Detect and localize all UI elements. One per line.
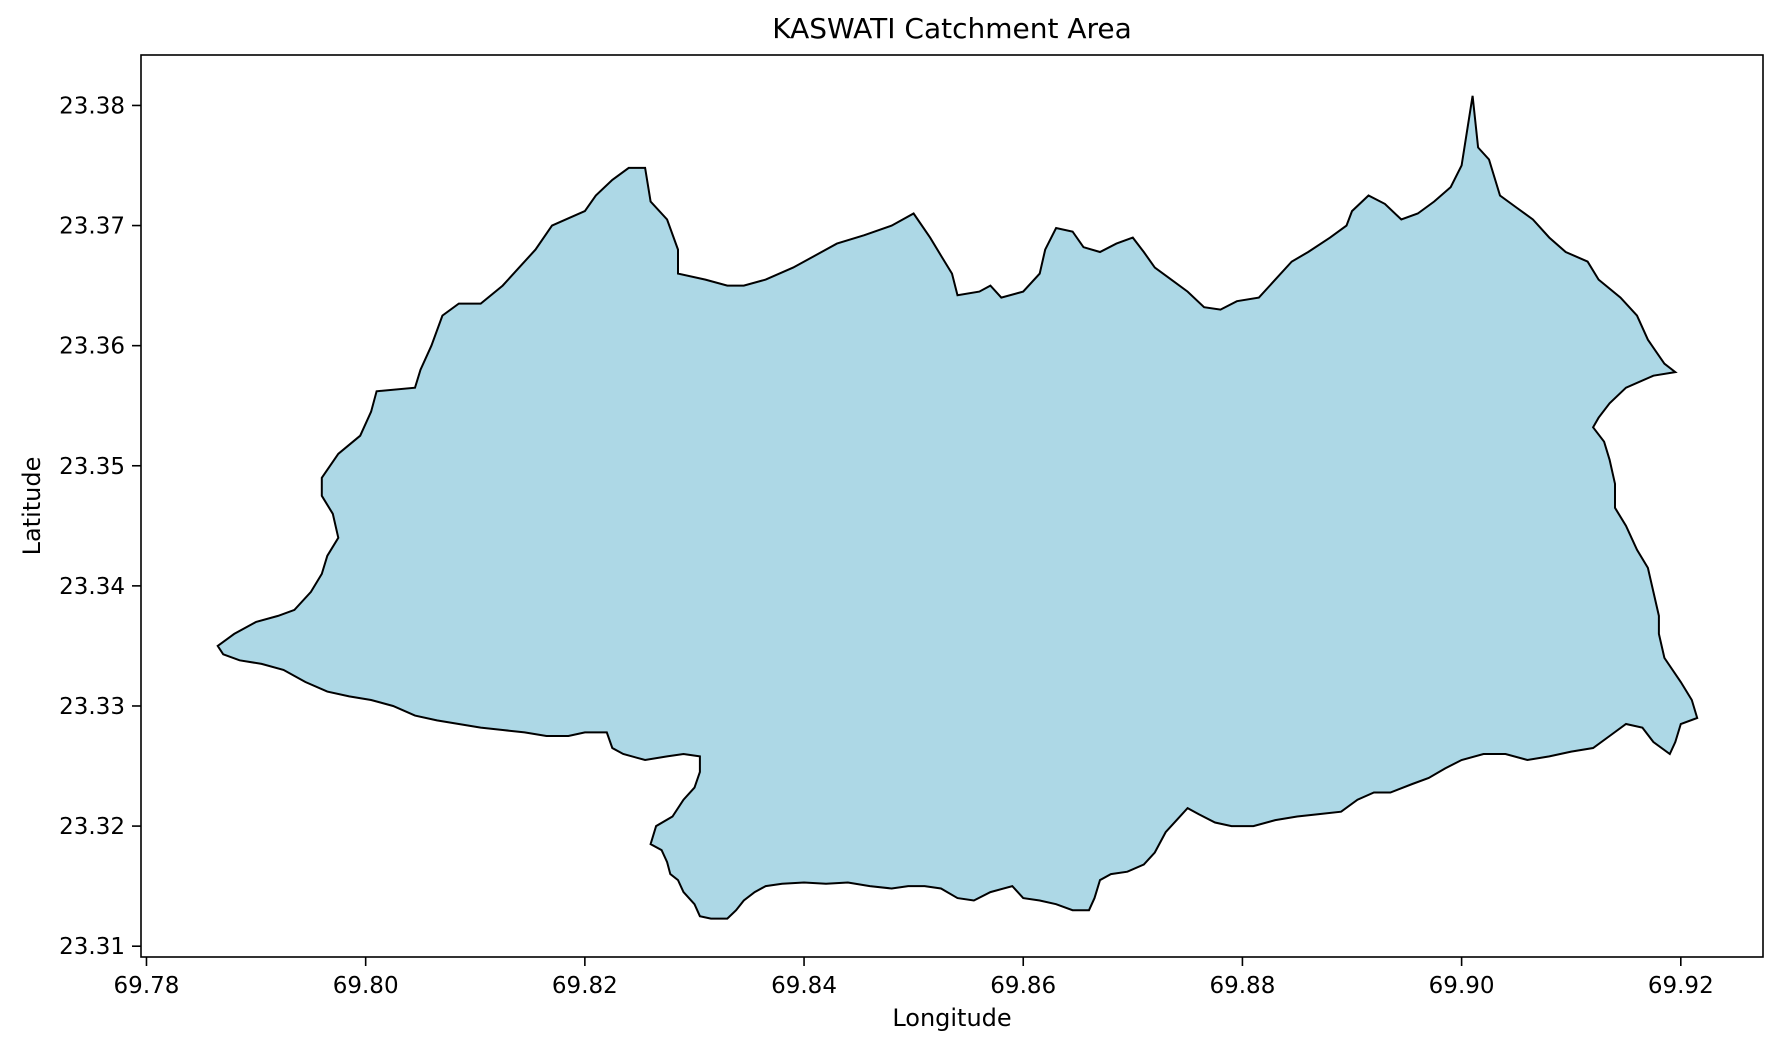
chart-title: KASWATI Catchment Area <box>772 12 1132 45</box>
x-tick-label: 69.88 <box>1209 973 1275 999</box>
x-tick-label: 69.86 <box>990 973 1056 999</box>
x-tick-label: 69.92 <box>1648 973 1714 999</box>
y-tick-label: 23.37 <box>59 214 125 240</box>
x-tick-label: 69.82 <box>552 973 618 999</box>
plot-area <box>140 54 1764 958</box>
x-tick-label: 69.78 <box>114 973 180 999</box>
x-tick-label: 69.80 <box>333 973 399 999</box>
y-axis-ticks: 23.31 23.32 23.33 23.34 23.35 23.36 23.37 23.38 <box>59 93 141 960</box>
y-tick-label: 23.34 <box>59 574 125 600</box>
y-tick-label: 23.35 <box>59 454 125 480</box>
x-axis-ticks: 69.78 69.80 69.82 69.84 69.86 69.88 69.90 69.92 <box>114 957 1714 999</box>
x-tick-label: 69.90 <box>1429 973 1495 999</box>
axes-frame <box>140 54 1764 958</box>
x-axis-label: Longitude <box>892 1004 1011 1032</box>
y-tick-label: 23.32 <box>59 814 125 840</box>
y-tick-label: 23.36 <box>59 334 125 360</box>
y-tick-label: 23.31 <box>59 934 125 960</box>
y-tick-label: 23.33 <box>59 694 125 720</box>
y-axis-label: Latitude <box>18 457 46 556</box>
x-tick-label: 69.84 <box>771 973 837 999</box>
y-tick-label: 23.38 <box>59 93 125 119</box>
catchment-polygon <box>216 95 1699 920</box>
